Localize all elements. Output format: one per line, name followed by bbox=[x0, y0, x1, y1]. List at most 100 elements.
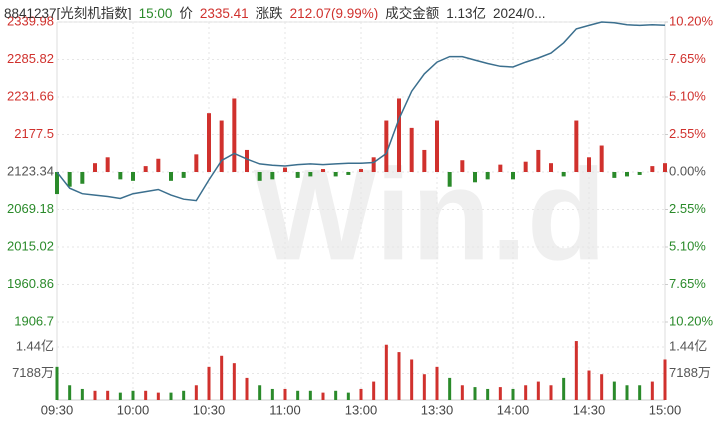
volume-bar bbox=[321, 392, 325, 400]
x-tick-label: 10:00 bbox=[117, 402, 150, 417]
momentum-bar bbox=[131, 172, 135, 181]
volume-bar bbox=[486, 388, 490, 400]
momentum-bar bbox=[574, 120, 579, 172]
y2-tick-label: 5.10% bbox=[669, 238, 706, 253]
y-tick-label: 2177.5 bbox=[14, 126, 54, 141]
volume-bar bbox=[182, 390, 186, 400]
momentum-bar bbox=[333, 172, 338, 177]
volume-bar bbox=[422, 374, 426, 400]
y2-tick-label: 0.00% bbox=[669, 163, 706, 178]
volume-bar bbox=[625, 385, 629, 400]
momentum-bar bbox=[625, 172, 629, 177]
volume-bar bbox=[131, 390, 135, 400]
momentum-bar bbox=[143, 166, 148, 172]
header: 8841237[光刻机指数] 15:00 价 2335.41 涨跌 212.07(9.99… bbox=[4, 2, 724, 20]
momentum-bar bbox=[549, 163, 553, 172]
y-tick-label: 2231.66 bbox=[7, 88, 54, 103]
volume-bar bbox=[359, 388, 363, 400]
x-tick-label: 10:30 bbox=[193, 402, 226, 417]
volume-bar bbox=[410, 359, 414, 400]
header-item: 1.13亿 bbox=[446, 6, 487, 20]
momentum-bar bbox=[663, 163, 667, 172]
volume-bar bbox=[384, 344, 388, 400]
volume-bar bbox=[663, 359, 667, 400]
volume-tick-label: 1.44亿 bbox=[669, 338, 707, 353]
y-tick-label: 2015.02 bbox=[7, 238, 54, 253]
momentum-bar bbox=[283, 167, 287, 172]
momentum-bar bbox=[232, 98, 237, 172]
momentum-bar bbox=[650, 166, 655, 172]
momentum-bar bbox=[156, 158, 161, 172]
volume-bar bbox=[270, 388, 274, 400]
momentum-bar bbox=[169, 172, 173, 181]
momentum-bar bbox=[93, 163, 97, 172]
volume-bar bbox=[296, 390, 300, 400]
volume-tick-label: 7188万 bbox=[669, 365, 711, 380]
y-tick-label: 1906.7 bbox=[14, 313, 54, 328]
volume-bar bbox=[118, 392, 122, 400]
momentum-bar bbox=[536, 149, 541, 172]
header-item: 价 bbox=[179, 6, 193, 20]
y2-tick-label: 2.55% bbox=[669, 201, 706, 216]
volume-bar bbox=[549, 385, 553, 400]
momentum-bar bbox=[498, 164, 503, 172]
momentum-bar bbox=[397, 98, 401, 172]
momentum-bar bbox=[599, 145, 604, 172]
momentum-bar bbox=[270, 172, 275, 180]
momentum-bar bbox=[308, 172, 313, 177]
volume-bar bbox=[80, 388, 84, 400]
header-item: 15:00 bbox=[138, 6, 173, 20]
momentum-bar bbox=[409, 127, 414, 172]
volume-bar bbox=[232, 363, 236, 400]
volume-bar bbox=[106, 390, 110, 400]
momentum-bar bbox=[194, 154, 199, 172]
volume-bar bbox=[498, 387, 502, 400]
momentum-bar bbox=[219, 120, 224, 172]
volume-bar bbox=[346, 392, 350, 400]
momentum-bar bbox=[371, 157, 376, 172]
volume-bar bbox=[435, 366, 439, 400]
volume-bar bbox=[511, 388, 515, 400]
momentum-bar bbox=[511, 172, 515, 180]
x-tick-label: 09:30 bbox=[41, 402, 74, 417]
volume-tick-label: 1.44亿 bbox=[16, 338, 54, 353]
volume-bar bbox=[169, 392, 173, 400]
volume-bar bbox=[587, 370, 591, 400]
volume-bar bbox=[448, 377, 452, 400]
momentum-bar bbox=[637, 172, 642, 175]
momentum-bar bbox=[435, 120, 439, 172]
x-tick-label: 15:00 bbox=[649, 402, 682, 417]
momentum-bar bbox=[346, 172, 351, 175]
momentum-bar bbox=[181, 172, 186, 178]
momentum-bar bbox=[561, 172, 566, 177]
momentum-bar bbox=[257, 172, 262, 181]
momentum-bar bbox=[587, 157, 591, 172]
momentum-bar bbox=[384, 120, 389, 172]
price-line bbox=[56, 21, 666, 202]
y-tick-label: 2123.34 bbox=[7, 163, 54, 178]
momentum-bar bbox=[80, 172, 85, 184]
y2-tick-label: 10.20% bbox=[669, 13, 714, 28]
momentum-bar bbox=[359, 169, 363, 172]
header-item: 成交金额 bbox=[385, 6, 440, 20]
volume-bar bbox=[562, 377, 566, 400]
volume-bar bbox=[397, 352, 401, 400]
momentum-bar bbox=[295, 172, 300, 178]
volume-bar bbox=[144, 390, 148, 400]
momentum-bar bbox=[460, 160, 465, 172]
header-item: 8841237[光刻机指数] bbox=[4, 6, 132, 20]
x-tick-label: 14:30 bbox=[573, 402, 606, 417]
y2-tick-label: 7.65% bbox=[669, 276, 706, 291]
y-tick-label: 2069.18 bbox=[7, 201, 54, 216]
y-tick-label: 2339.98 bbox=[7, 13, 54, 28]
momentum-bar bbox=[422, 149, 427, 172]
volume-bar bbox=[283, 388, 287, 400]
watermark: Win.d bbox=[254, 141, 607, 287]
momentum-bar bbox=[55, 172, 59, 195]
volume-tick-label: 7188万 bbox=[12, 365, 54, 380]
x-tick-label: 13:30 bbox=[421, 402, 454, 417]
volume-bar bbox=[258, 385, 262, 400]
volume-bar bbox=[574, 341, 578, 400]
